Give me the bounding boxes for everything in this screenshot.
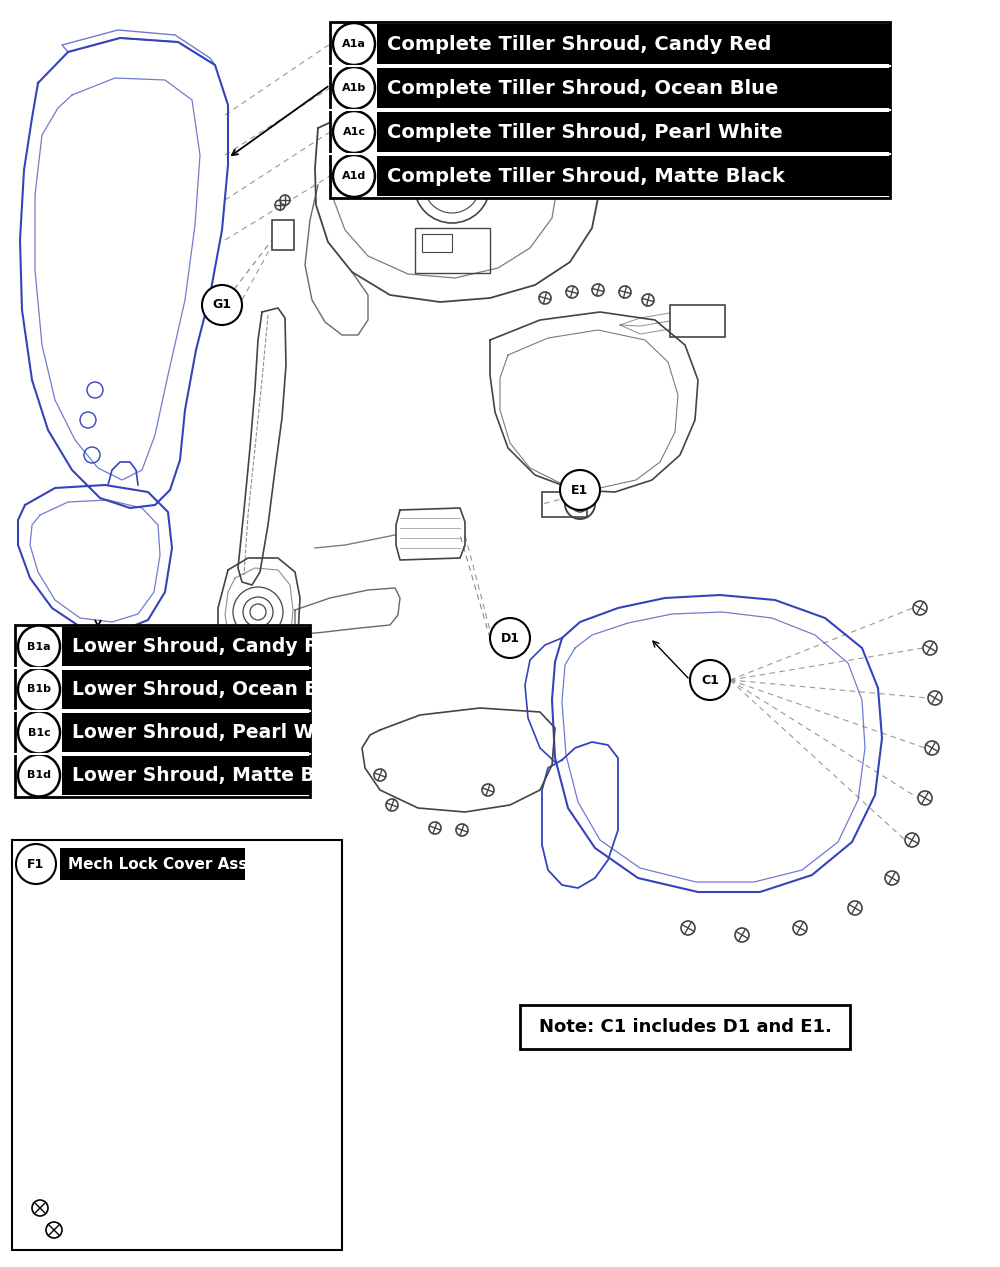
Circle shape <box>333 155 375 196</box>
Circle shape <box>923 641 937 655</box>
Circle shape <box>681 921 695 935</box>
Circle shape <box>18 626 60 668</box>
Circle shape <box>46 1221 62 1238</box>
Circle shape <box>690 660 730 699</box>
Text: Lower Shroud, Matte Black: Lower Shroud, Matte Black <box>72 767 358 786</box>
Bar <box>12 840 342 1251</box>
Circle shape <box>32 1200 48 1216</box>
Text: B1d: B1d <box>27 770 51 780</box>
Text: Complete Tiller Shroud, Ocean Blue: Complete Tiller Shroud, Ocean Blue <box>387 79 778 98</box>
Text: B1b: B1b <box>27 684 51 694</box>
Circle shape <box>386 799 398 811</box>
Circle shape <box>333 111 375 153</box>
Bar <box>60 848 245 881</box>
Text: Complete Tiller Shroud, Candy Red: Complete Tiller Shroud, Candy Red <box>387 34 771 53</box>
Bar <box>62 670 310 710</box>
Circle shape <box>848 901 862 915</box>
Circle shape <box>925 741 939 755</box>
Circle shape <box>735 927 749 941</box>
Text: A1b: A1b <box>342 84 366 92</box>
Bar <box>422 234 452 252</box>
Circle shape <box>374 769 386 780</box>
Bar <box>62 713 310 753</box>
Text: D1: D1 <box>501 631 520 645</box>
Bar <box>377 24 890 65</box>
Text: G1: G1 <box>212 299 232 312</box>
Circle shape <box>18 755 60 797</box>
Circle shape <box>429 822 441 834</box>
Bar <box>415 228 490 272</box>
Circle shape <box>642 294 654 307</box>
Text: A1a: A1a <box>342 39 366 49</box>
Bar <box>520 1005 850 1049</box>
Circle shape <box>566 286 578 298</box>
Circle shape <box>928 691 942 704</box>
Text: Lower Shroud, Candy Red: Lower Shroud, Candy Red <box>72 637 345 656</box>
Circle shape <box>482 784 494 796</box>
Circle shape <box>490 618 530 658</box>
Bar <box>62 756 310 794</box>
Circle shape <box>275 200 285 210</box>
Text: Lower Shroud, Ocean Blue: Lower Shroud, Ocean Blue <box>72 680 351 699</box>
Text: Complete Tiller Shroud, Matte Black: Complete Tiller Shroud, Matte Black <box>387 166 785 185</box>
Text: C1: C1 <box>701 674 719 687</box>
Text: A1c: A1c <box>342 127 366 137</box>
Circle shape <box>280 195 290 205</box>
Bar <box>377 68 890 108</box>
Text: B1c: B1c <box>28 727 50 737</box>
Text: Lower Shroud, Pearl White: Lower Shroud, Pearl White <box>72 723 356 742</box>
Circle shape <box>456 824 468 836</box>
Text: Note: C1 includes D1 and E1.: Note: C1 includes D1 and E1. <box>539 1017 831 1036</box>
Bar <box>377 156 890 196</box>
Bar <box>15 625 310 797</box>
Circle shape <box>560 470 600 511</box>
Circle shape <box>202 285 242 326</box>
Circle shape <box>913 601 927 614</box>
Circle shape <box>16 844 56 884</box>
Text: Mech Lock Cover Assy: Mech Lock Cover Assy <box>68 856 257 872</box>
Text: F1: F1 <box>27 858 45 870</box>
Bar <box>542 492 587 517</box>
Circle shape <box>592 284 604 296</box>
Circle shape <box>793 921 807 935</box>
Circle shape <box>918 791 932 805</box>
Text: B1a: B1a <box>27 641 51 651</box>
Circle shape <box>333 67 375 109</box>
Bar <box>377 111 890 152</box>
Circle shape <box>905 832 919 848</box>
Text: A1d: A1d <box>342 171 366 181</box>
Bar <box>670 305 725 337</box>
Bar <box>62 627 310 666</box>
Circle shape <box>619 286 631 298</box>
Circle shape <box>885 870 899 886</box>
Circle shape <box>18 712 60 754</box>
Circle shape <box>18 669 60 711</box>
Circle shape <box>539 291 551 304</box>
Bar <box>330 22 890 198</box>
Text: Complete Tiller Shroud, Pearl White: Complete Tiller Shroud, Pearl White <box>387 123 783 142</box>
Text: E1: E1 <box>571 484 589 497</box>
Bar <box>272 220 294 250</box>
Circle shape <box>333 23 375 65</box>
